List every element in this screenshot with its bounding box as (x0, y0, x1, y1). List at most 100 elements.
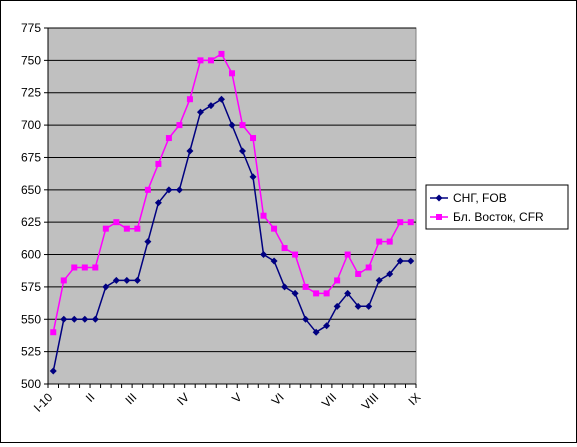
data-point (375, 276, 383, 284)
data-point (186, 147, 194, 155)
data-point (250, 135, 257, 142)
data-point (397, 219, 404, 226)
data-point (144, 238, 152, 246)
data-point (292, 251, 299, 258)
data-point (344, 289, 352, 297)
legend-marker (435, 194, 443, 202)
data-point (376, 238, 383, 245)
data-point (407, 257, 415, 265)
data-point (133, 276, 141, 284)
data-point (312, 328, 320, 336)
data-point (50, 329, 57, 336)
data-point (102, 225, 109, 232)
data-point (217, 95, 225, 103)
data-point (123, 276, 131, 284)
data-point (155, 160, 162, 167)
data-point (344, 251, 351, 258)
data-point (260, 251, 268, 259)
data-point (281, 283, 289, 291)
data-point (271, 225, 278, 232)
y-tick-label: 650 (21, 183, 41, 197)
x-tick-label: VII (319, 390, 339, 410)
x-tick-label: V (229, 390, 245, 406)
y-tick-label: 600 (21, 248, 41, 262)
x-tick-label: VIII (359, 390, 382, 413)
data-point (92, 264, 99, 271)
plot-background (47, 27, 417, 385)
data-point (229, 70, 235, 77)
y-tick-label: 750 (21, 53, 41, 67)
data-point (355, 270, 362, 277)
data-point (176, 122, 183, 129)
data-point (396, 257, 404, 265)
plot-area (47, 27, 417, 385)
data-point (249, 173, 257, 181)
data-point (60, 277, 67, 284)
data-point (207, 57, 214, 64)
data-point (81, 264, 88, 271)
data-point (302, 283, 309, 290)
data-point (165, 135, 172, 142)
data-point (218, 50, 225, 57)
y-tick-label: 575 (21, 280, 41, 294)
data-point (71, 264, 78, 271)
data-point (365, 302, 373, 310)
data-point (196, 108, 204, 116)
data-point (291, 289, 299, 297)
data-point (323, 322, 331, 330)
legend-label: СНГ, FOB (453, 191, 507, 205)
data-point (334, 277, 341, 284)
data-point (354, 302, 362, 310)
data-point (134, 225, 141, 232)
y-axis: 500 525 550 575 600 625 650 675 700 725 750 775 (21, 21, 49, 391)
series-1 (49, 95, 415, 375)
series-2 (50, 50, 414, 336)
legend-box (425, 184, 569, 230)
x-axis: I-10 II III IV V VI VII VIII IX (31, 383, 423, 415)
data-point (239, 147, 247, 155)
data-point (123, 225, 130, 232)
data-point (60, 315, 68, 323)
data-point (302, 315, 310, 323)
y-tick-label: 775 (21, 21, 41, 35)
series-layer (49, 50, 415, 375)
y-tick-label: 725 (21, 86, 41, 100)
x-tick-label: IX (405, 390, 423, 408)
data-point (323, 290, 330, 297)
x-tick-label: VI (269, 390, 287, 408)
data-point (186, 96, 193, 103)
legend: СНГ, FOB Бл. Восток, CFR (425, 184, 569, 230)
data-point (70, 315, 78, 323)
data-point (91, 315, 99, 323)
data-point (270, 257, 278, 265)
data-point (239, 122, 246, 129)
legend-item: СНГ, FOB (430, 191, 507, 205)
data-point (260, 212, 267, 219)
y-tick-label: 525 (21, 345, 41, 359)
data-point (113, 219, 120, 226)
legend-item: Бл. Восток, CFR (430, 210, 544, 224)
data-point (365, 264, 372, 271)
x-tick-label: III (123, 390, 140, 407)
y-tick-label: 675 (21, 150, 41, 164)
data-point (175, 186, 183, 194)
data-point (228, 121, 236, 129)
y-tick-label: 500 (21, 377, 41, 391)
data-point (281, 245, 288, 252)
y-tick-label: 550 (21, 312, 41, 326)
data-point (154, 199, 162, 207)
data-point (407, 219, 414, 226)
data-point (112, 276, 120, 284)
data-point (207, 102, 215, 110)
x-tick-label: I-10 (31, 390, 56, 415)
x-tick-label: II (83, 390, 98, 405)
data-point (313, 290, 320, 297)
data-point (165, 186, 173, 194)
legend-label: Бл. Восток, CFR (453, 210, 544, 224)
x-tick-label: IV (174, 390, 192, 408)
data-point (102, 283, 110, 291)
data-point (81, 315, 89, 323)
y-tick-label: 625 (21, 215, 41, 229)
